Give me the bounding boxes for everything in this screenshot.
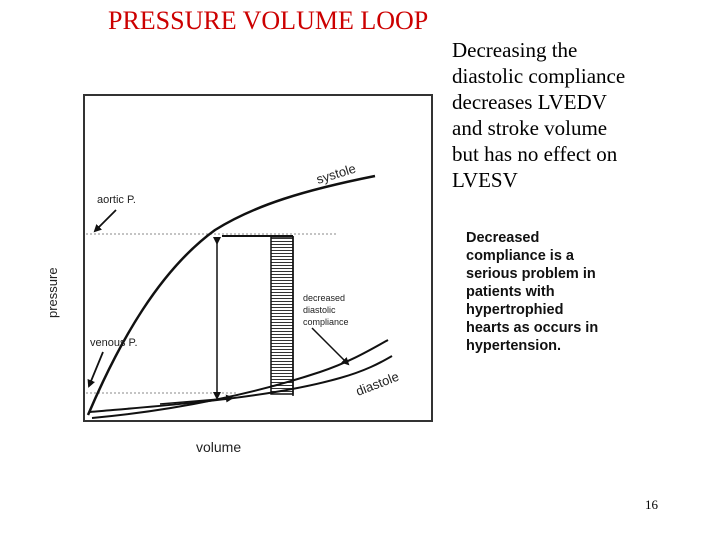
volume-axis-label: volume	[196, 439, 241, 455]
aortic-pressure-arrow	[93, 209, 117, 233]
venous-pressure-label: venous P.	[90, 337, 138, 349]
page-number: 16	[645, 497, 658, 512]
slide-title: PRESSURE VOLUME LOOP	[108, 6, 429, 35]
description-line: but has no effect on	[452, 142, 618, 166]
systole-label: systole	[314, 161, 357, 187]
description-line: LVESV	[452, 168, 518, 192]
aortic-pressure-label: aortic P.	[97, 194, 136, 206]
note-line: compliance is a	[466, 248, 574, 264]
pressure-axis-label: pressure	[45, 267, 60, 318]
stroke-volume-hatched-band	[270, 236, 294, 395]
description-line: diastolic compliance	[452, 64, 626, 88]
compliance-annotation: decreased diastolic compliance	[303, 293, 349, 327]
note-line: hypertension.	[466, 338, 562, 354]
diastole-curve-decreased-compliance	[91, 339, 389, 419]
venous-pressure-arrow	[87, 351, 104, 388]
description-line: Decreasing the	[452, 38, 578, 62]
description-line: and stroke volume	[452, 116, 608, 140]
note-line: serious problem in	[466, 266, 596, 282]
note-line: Decreased	[466, 230, 540, 246]
systole-curve	[86, 174, 376, 416]
note-line: hypertrophied	[466, 302, 564, 318]
description-line: decreases LVEDV	[452, 90, 607, 114]
compliance-annotation-line: compliance	[303, 317, 349, 327]
note-line: patients with	[466, 284, 555, 300]
diastole-curve-normal	[89, 355, 393, 413]
plot-frame	[83, 94, 433, 422]
note-line: hearts as occurs in	[466, 320, 599, 336]
compliance-annotation-line: decreased	[303, 293, 345, 303]
filling-arrow	[159, 394, 234, 405]
compliance-annotation-line: diastolic	[303, 305, 336, 315]
hypertension-note: Decreased compliance is a serious proble…	[466, 229, 598, 355]
description-text: Decreasing the diastolic compliance decr…	[452, 37, 692, 193]
compliance-annotation-arrow	[311, 327, 350, 366]
diastole-label: diastole	[354, 369, 401, 399]
